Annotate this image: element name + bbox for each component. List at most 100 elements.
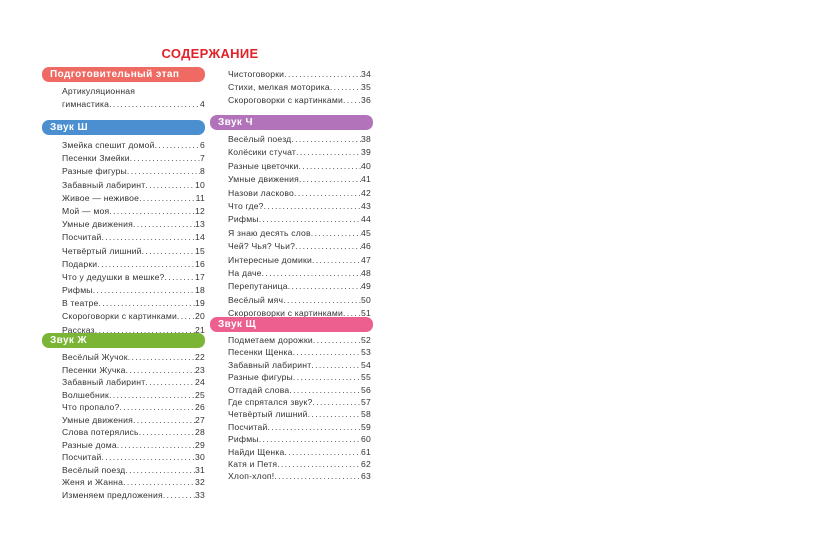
page-number: 21 [195, 324, 205, 335]
toc-entry[interactable]: Изменяем предложения 33 [62, 489, 205, 502]
toc-entry[interactable]: Перепутаница 49 [228, 280, 371, 293]
dot-leader [145, 179, 195, 192]
toc-entry[interactable]: Скороговорки с картинками 51 [228, 307, 371, 320]
toc-entry[interactable]: Мой — моя 12 [62, 205, 205, 218]
toc-entry[interactable]: Рифмы 18 [62, 284, 205, 297]
page-number: 17 [195, 271, 205, 282]
toc-title: Назови ласково [228, 187, 295, 198]
toc-entry[interactable]: Весёлый поезд 38 [228, 133, 371, 146]
page-number: 55 [361, 372, 371, 383]
dot-leader [313, 334, 361, 346]
toc-title: Разные дома [62, 439, 117, 450]
toc-entry[interactable]: Стихи, мелкая моторика 35 [228, 81, 371, 94]
toc-entry[interactable]: Рифмы 60 [228, 433, 371, 445]
toc-title: Что у дедушки в мешке? [62, 271, 165, 282]
page-number: 22 [195, 352, 205, 362]
toc-entry[interactable]: Рифмы 44 [228, 213, 371, 226]
section-header-zh: Звук Ж [42, 333, 205, 348]
toc-entry[interactable]: Я знаю десять слов 45 [228, 227, 371, 240]
toc-entry[interactable]: Умные движения 13 [62, 218, 205, 231]
toc-entry[interactable]: Где спрятался звук? 57 [228, 396, 371, 408]
toc-entry[interactable]: Колёсики стучат 39 [228, 146, 371, 159]
toc-entry[interactable]: Чей? Чья? Чьи? 46 [228, 240, 371, 253]
page-number: 53 [361, 347, 371, 358]
section-header-prep: Подготовительный этап [42, 67, 205, 82]
dot-leader [296, 146, 361, 159]
toc-title: Колёсики стучат [228, 147, 297, 158]
toc-entry[interactable]: Забавный лабиринт 54 [228, 359, 371, 371]
toc-entry[interactable]: Умные движения 27 [62, 414, 205, 427]
toc-entry[interactable]: Песенки Щенка 53 [228, 346, 371, 358]
toc-entry[interactable]: Волшебник 25 [62, 389, 205, 402]
dot-leader [155, 139, 200, 152]
toc-entry[interactable]: Найди Щенка 61 [228, 446, 371, 458]
toc-entry[interactable]: Женя и Жанна 32 [62, 476, 205, 489]
toc-entry[interactable]: Четвёртый лишний 58 [228, 408, 371, 420]
page-number: 25 [195, 389, 205, 400]
dot-leader [123, 476, 195, 489]
toc-entry[interactable]: Слова потерялись 28 [62, 426, 205, 439]
toc-entry[interactable]: Песенки Змейки 7 [62, 152, 205, 165]
page-number: 15 [195, 245, 205, 256]
dot-leader [109, 205, 195, 218]
toc-title: На даче [228, 267, 262, 278]
dot-leader [291, 133, 361, 146]
toc-entry[interactable]: Весёлый Жучок 22 [62, 351, 205, 364]
toc-entry[interactable]: Забавный лабиринт 24 [62, 376, 205, 389]
page-number: 49 [361, 281, 371, 292]
toc-entry[interactable]: Забавный лабиринт 10 [62, 179, 205, 192]
toc-entry[interactable]: Хлоп-хлоп! 63 [228, 470, 371, 482]
section-header-sh: Звук Ш [42, 120, 205, 135]
toc-title: Разные фигуры [228, 372, 293, 383]
toc-entry[interactable]: Катя и Петя 62 [228, 458, 371, 470]
dot-leader [259, 213, 361, 226]
page-number: 24 [195, 377, 205, 387]
toc-entry[interactable]: На даче 48 [228, 267, 371, 280]
dot-leader [142, 245, 195, 258]
toc-entry[interactable]: Разные дома 29 [62, 439, 205, 452]
toc-entry[interactable]: Подметаем дорожки 52 [228, 334, 371, 346]
page-number: 62 [361, 458, 371, 469]
page-number: 44 [361, 214, 371, 225]
toc-entry[interactable]: Назови ласково 42 [228, 187, 371, 200]
toc-title: Весёлый поезд [62, 464, 126, 475]
toc-title: Забавный лабиринт [62, 377, 146, 387]
toc-entry[interactable]: Умные движения 41 [228, 173, 371, 186]
toc-entry[interactable]: Скороговорки с картинками 36 [228, 94, 371, 107]
toc-entry[interactable]: Отгадай слова 56 [228, 384, 371, 396]
toc-title: Стихи, мелкая моторика [228, 82, 330, 92]
toc-title: Интересные домики [228, 254, 312, 265]
toc-entry[interactable]: Подарки 16 [62, 258, 205, 271]
dot-leader [117, 439, 195, 452]
toc-entry[interactable]: Весёлый поезд 31 [62, 464, 205, 477]
dot-leader [93, 284, 195, 297]
dot-leader [288, 280, 361, 293]
toc-entry[interactable]: Рассказ 21 [62, 324, 205, 337]
toc-entry[interactable]: Весёлый мяч 50 [228, 294, 371, 307]
toc-entry[interactable]: Что пропало? 26 [62, 401, 205, 414]
dot-leader [145, 376, 195, 389]
toc-entry[interactable]: Скороговорки с картинками 20 [62, 310, 205, 323]
toc-entry[interactable]: Чистоговорки 34 [228, 68, 371, 81]
dot-leader [343, 94, 361, 107]
section-ch: Весёлый поезд 38 Колёсики стучат 39 Разные ц… [228, 133, 371, 320]
toc-entry[interactable]: В театре 19 [62, 297, 205, 310]
toc-entry[interactable]: Посчитай 30 [62, 451, 205, 464]
toc-entry[interactable]: Четвёртый лишний 15 [62, 245, 205, 258]
toc-entry[interactable]: Посчитай 14 [62, 231, 205, 244]
toc-entry[interactable]: Что где? 43 [228, 200, 371, 213]
toc-entry[interactable]: Что у дедушки в мешке? 17 [62, 271, 205, 284]
toc-entry[interactable]: Живое — неживое 11 [62, 192, 205, 205]
dot-leader [277, 458, 361, 470]
toc-entry[interactable]: Песенки Жучка 23 [62, 364, 205, 377]
toc-entry[interactable]: Змейка спешит домой 6 [62, 139, 205, 152]
toc-entry[interactable]: Разные фигуры 8 [62, 165, 205, 178]
toc-entry[interactable]: гимнастика 4 [62, 98, 205, 111]
toc-entry[interactable]: Посчитай 59 [228, 421, 371, 433]
toc-entry[interactable]: Интересные домики 47 [228, 254, 371, 267]
page-number: 60 [361, 434, 371, 445]
page-number: 58 [361, 409, 371, 420]
toc-entry[interactable]: Разные фигуры 55 [228, 371, 371, 383]
dot-leader [308, 408, 361, 420]
toc-entry[interactable]: Разные цветочки 40 [228, 160, 371, 173]
